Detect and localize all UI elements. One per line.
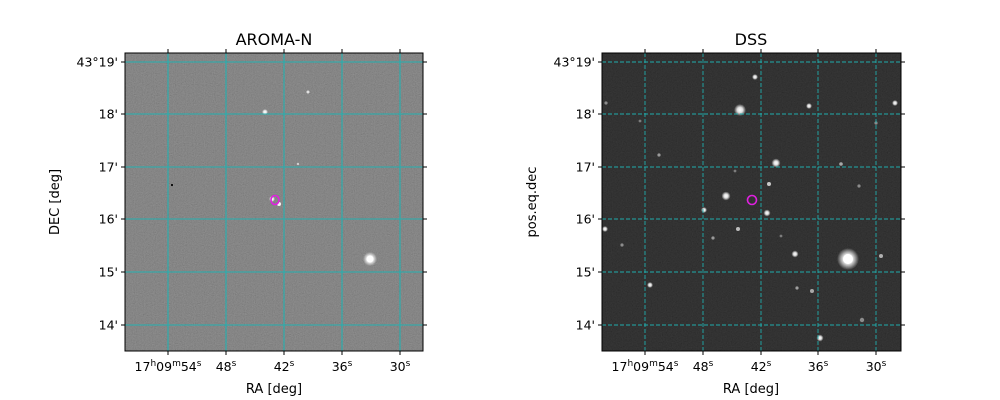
ra-tick-label: 48s — [216, 359, 237, 374]
star — [857, 184, 861, 188]
star — [733, 169, 737, 173]
star — [879, 254, 883, 258]
star — [752, 74, 758, 80]
axis-ticks — [598, 49, 905, 355]
ra-tick-label: 30s — [390, 359, 411, 374]
star — [859, 317, 865, 323]
dec-tick-label: 14' — [99, 318, 118, 333]
image-aroma-n — [125, 53, 423, 351]
target-marker — [746, 194, 758, 206]
star — [892, 100, 898, 106]
star — [721, 191, 731, 201]
star — [736, 227, 740, 231]
panel-title: DSS — [735, 30, 768, 49]
star — [366, 255, 374, 263]
dec-tick-label: 15' — [576, 265, 595, 280]
ra-tick-labels: 17h09m54s 48s 42s 36s 30s — [612, 359, 887, 374]
ra-tick-label: 17h09m54s — [135, 359, 202, 374]
star — [306, 90, 310, 94]
panel-dss: DSS — [525, 30, 905, 397]
y-axis-label: pos.eq.dec — [525, 167, 540, 238]
dec-tick-label: 18' — [99, 107, 118, 122]
dec-tick-label: 15' — [99, 265, 118, 280]
ra-tick-label: 30s — [866, 359, 887, 374]
star — [839, 162, 843, 166]
ra-tick-label: 36s — [332, 359, 353, 374]
ra-tick-label: 48s — [693, 359, 714, 374]
star — [638, 119, 642, 123]
axis-ticks — [121, 49, 427, 355]
x-axis-label: RA [deg] — [723, 382, 779, 397]
star — [771, 158, 781, 168]
star — [810, 289, 814, 293]
star — [763, 209, 771, 217]
star — [701, 207, 707, 213]
grid-lines — [125, 53, 423, 351]
star — [657, 153, 661, 157]
dec-tick-label: 18' — [576, 107, 595, 122]
dec-tick-labels: 43°19' 18' 17' 16' 15' 14' — [554, 55, 596, 333]
ra-tick-labels: 17h09m54s 48s 42s 36s 30s — [135, 359, 411, 374]
axes-frame — [601, 52, 902, 352]
dec-tick-label: 43°19' — [77, 55, 119, 70]
dec-tick-label: 17' — [99, 160, 118, 175]
ra-tick-label: 42s — [751, 359, 772, 374]
panel-aroma-n: AROMA-N 43°19' 18' 17' 16' 15' 14' 17h09m54s 4… — [48, 30, 427, 397]
ra-tick-label: 42s — [274, 359, 295, 374]
axes-frame — [124, 52, 424, 352]
star — [779, 234, 783, 238]
star — [795, 286, 799, 290]
dec-tick-label: 16' — [99, 212, 118, 227]
star — [604, 101, 608, 105]
star — [734, 104, 746, 116]
star — [843, 254, 853, 264]
x-axis-label: RA [deg] — [246, 382, 302, 397]
dec-tick-labels: 43°19' 18' 17' 16' 15' 14' — [77, 55, 119, 333]
dec-tick-label: 17' — [576, 160, 595, 175]
star — [806, 103, 812, 109]
star — [791, 250, 799, 258]
ra-tick-label: 36s — [808, 359, 829, 374]
star — [767, 182, 771, 186]
dec-tick-label: 14' — [576, 318, 595, 333]
dec-tick-label: 16' — [576, 212, 595, 227]
dec-tick-label: 43°19' — [554, 55, 596, 70]
star — [296, 162, 300, 166]
star — [647, 282, 653, 288]
grid-lines — [602, 53, 901, 351]
target-marker — [270, 194, 280, 206]
image-dss — [602, 53, 901, 351]
star — [711, 236, 715, 240]
dark-pixel — [171, 184, 173, 186]
star — [620, 243, 624, 247]
ra-tick-label: 17h09m54s — [612, 359, 679, 374]
panel-title: AROMA-N — [236, 30, 313, 49]
y-axis-label: DEC [deg] — [48, 169, 63, 235]
star — [602, 226, 608, 232]
